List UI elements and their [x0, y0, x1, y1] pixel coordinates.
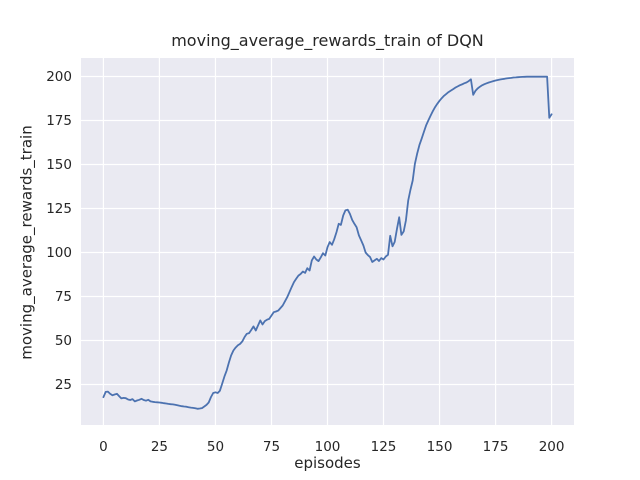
y-tick-label: 25	[55, 377, 72, 393]
x-tick-label: 25	[151, 439, 168, 455]
y-tick-label: 100	[46, 245, 72, 261]
x-tick-label: 75	[263, 439, 280, 455]
x-tick-label: 175	[483, 439, 509, 455]
y-tick-label: 200	[46, 69, 72, 85]
x-tick-label: 150	[427, 439, 453, 455]
x-tick-label: 50	[207, 439, 224, 455]
y-tick-label: 125	[46, 201, 72, 217]
x-tick-label: 125	[371, 439, 397, 455]
x-axis-label: episodes	[294, 454, 361, 472]
x-tick-label: 200	[539, 439, 565, 455]
series-line	[102, 75, 553, 410]
x-tick-label: 100	[315, 439, 341, 455]
y-axis-label: moving_average_rewards_train	[17, 125, 36, 360]
chart-title: moving_average_rewards_train of DQN	[171, 31, 484, 50]
y-tick-label: 75	[55, 289, 72, 305]
y-tick-label: 50	[55, 333, 72, 349]
x-tick-label: 0	[99, 439, 108, 455]
y-tick-label: 175	[46, 113, 72, 129]
y-tick-label: 150	[46, 157, 72, 173]
